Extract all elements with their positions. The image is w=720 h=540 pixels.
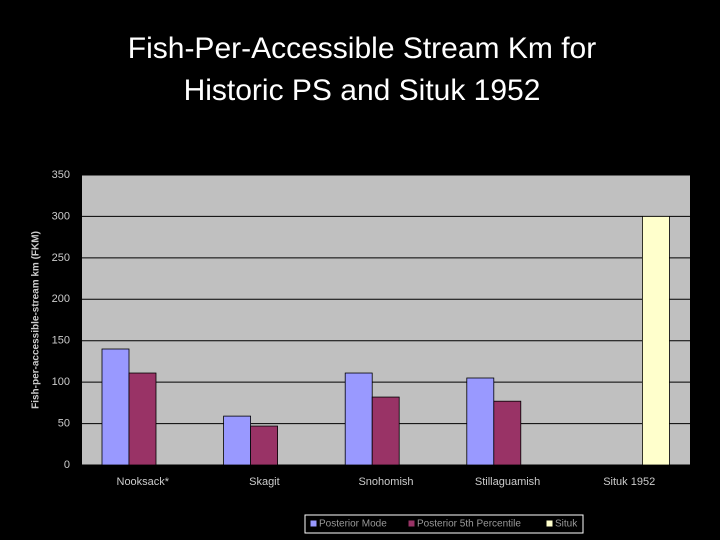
legend-box [304, 514, 584, 534]
legend-label: Situk [555, 519, 578, 530]
bar [128, 372, 157, 466]
x-tick-label: Snohomish [358, 476, 413, 488]
y-tick-label: 50 [58, 417, 70, 429]
y-tick-label: 200 [52, 293, 70, 305]
bar [250, 425, 279, 466]
legend-label: Posterior 5th Percentile [417, 519, 521, 530]
bar [642, 216, 670, 466]
x-tick-label: Situk 1952 [603, 476, 655, 488]
bar [344, 372, 373, 466]
x-tick-label: Stillaguamish [475, 476, 540, 488]
x-tick-label: Nooksack* [117, 476, 170, 488]
chart-title: Historic PS and Situk 1952 [184, 74, 541, 107]
y-tick-label: 100 [52, 376, 70, 388]
legend-swatch [545, 519, 554, 528]
x-tick-label: Skagit [249, 476, 280, 488]
bar [493, 400, 522, 466]
y-tick-label: 0 [64, 459, 70, 471]
bar [466, 377, 495, 466]
bar [223, 415, 252, 466]
legend-swatch [407, 519, 416, 528]
y-tick-label: 150 [52, 335, 70, 347]
y-axis-label: Fish-per-accessible-stream km (FKM) [31, 231, 42, 409]
bar [371, 396, 400, 466]
y-tick-label: 350 [52, 169, 70, 181]
y-tick-label: 250 [52, 252, 70, 264]
legend-swatch [309, 519, 318, 528]
bar [101, 348, 130, 466]
legend-label: Posterior Mode [319, 519, 387, 530]
y-tick-label: 300 [52, 210, 70, 222]
chart-title: Fish-Per-Accessible Stream Km for [128, 32, 596, 65]
